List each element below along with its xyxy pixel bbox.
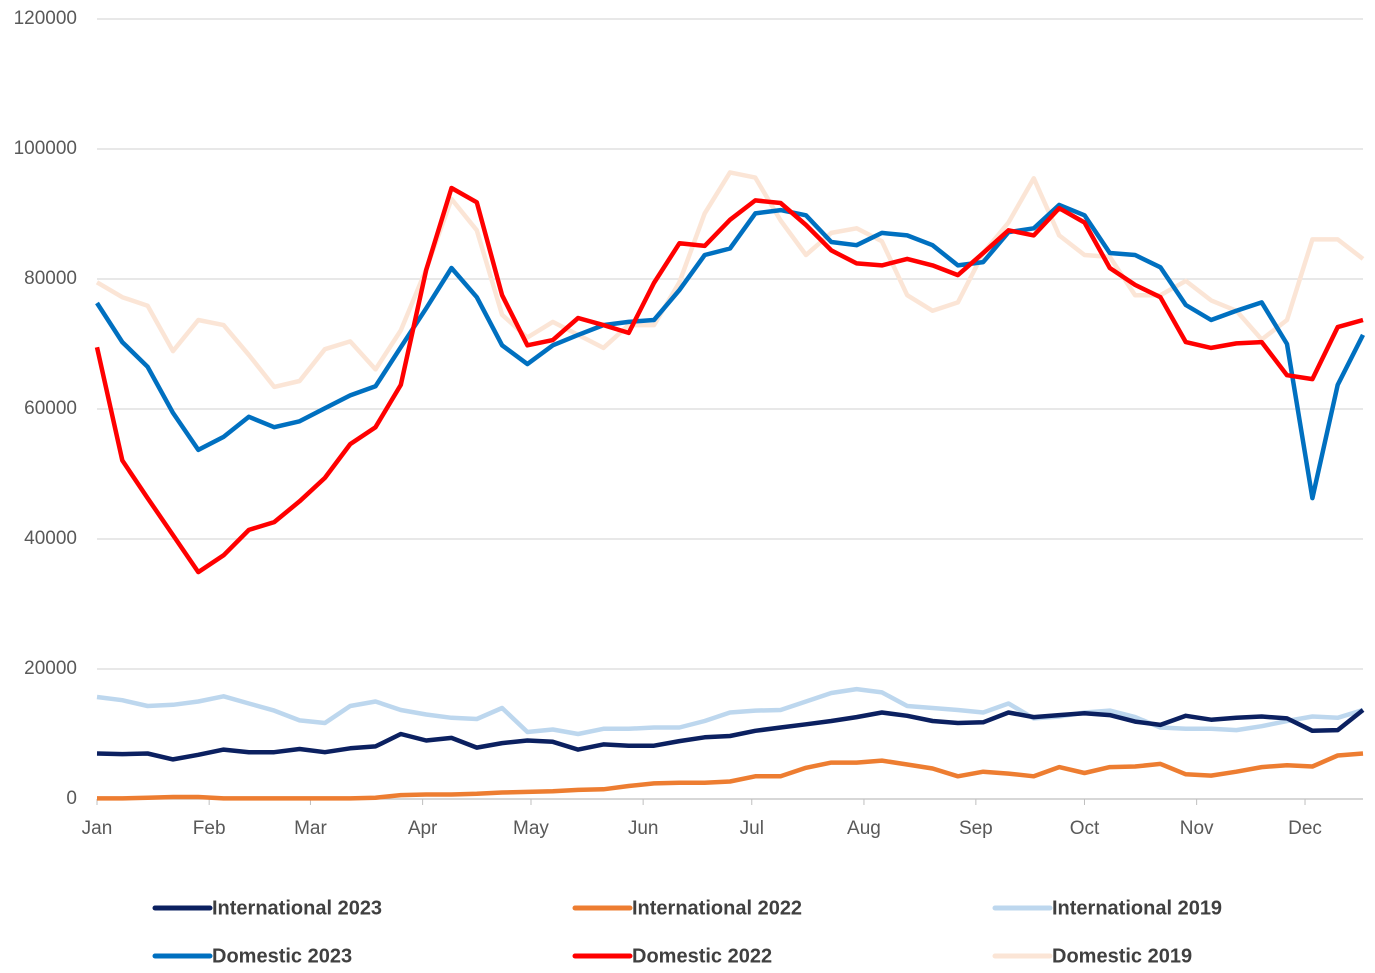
y-tick-label: 60000 [24,398,77,419]
x-tick-label: Nov [1180,818,1214,839]
x-tick-label: Mar [294,818,327,839]
legend-label: Domestic 2019 [1052,945,1192,967]
x-tick-label: Oct [1070,818,1100,839]
line-series [96,686,1364,737]
line-series [94,185,1364,575]
y-tick-label: 0 [66,788,77,809]
y-tick-label: 80000 [24,268,77,289]
y-tick-label: 100000 [14,138,77,159]
x-tick-label: Dec [1288,818,1322,839]
legend-label: International 2022 [632,897,802,919]
y-tick-label: 20000 [24,658,77,679]
x-tick-label: Feb [193,818,226,839]
line-series [95,202,1366,501]
x-tick-label: May [513,818,549,839]
x-tick-label: Jan [82,818,113,839]
legend-label: International 2019 [1052,897,1222,919]
line-series [96,708,1365,762]
x-tick-label: Jun [628,818,659,839]
x-tick-label: Aug [847,818,881,839]
legend-label: Domestic 2022 [632,945,772,967]
x-tick-label: Jul [740,818,764,839]
line-series [95,170,1365,390]
line-series [97,751,1364,801]
legend-label: Domestic 2023 [212,945,352,967]
legend-label: International 2023 [212,897,382,919]
y-tick-label: 40000 [24,528,77,549]
y-tick-label: 120000 [14,8,77,29]
x-tick-label: Sep [959,818,993,839]
x-tick-label: Apr [408,818,438,839]
